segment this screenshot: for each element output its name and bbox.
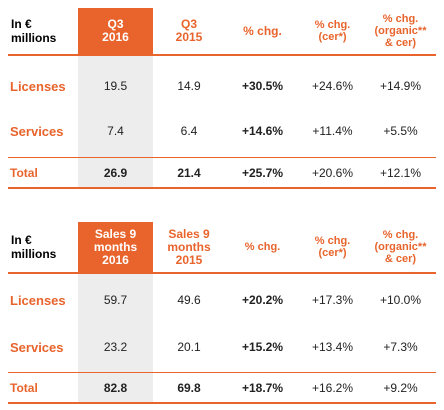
value-cell: +11.4% [312, 123, 353, 138]
row-label: Services [10, 339, 64, 355]
table-row-total: Total 26.9 21.4 +25.7% +20.6% +12.1% [8, 159, 436, 187]
header-divider [8, 54, 436, 56]
value-cell: 23.2 [103, 339, 128, 354]
column-header-pct-chg: % chg. [244, 241, 281, 253]
highlight-column [78, 272, 153, 402]
column-header-pct-chg-organic-cer: % chg. (organic** & cer) [374, 229, 427, 265]
value-cell: +14.9% [379, 78, 422, 93]
table-header-row: In € millions Q3 2016 Q3 2015 % chg. % c… [8, 8, 436, 54]
table-row: Services 23.2 20.1 +15.2% +13.4% +7.3% [8, 327, 436, 367]
row-label: Licenses [10, 78, 66, 94]
highlight-column [78, 54, 153, 188]
total-divider [8, 372, 436, 373]
column-header-sales-9-months-2015: Sales 9 months 2015 [167, 226, 211, 267]
value-cell: +10.0% [379, 292, 422, 307]
value-cell: +20.2% [241, 292, 284, 307]
column-header-sales-9-months-2016: Sales 9 months 2016 [78, 222, 153, 272]
value-cell: 69.8 [177, 380, 201, 395]
value-cell: 82.8 [103, 380, 128, 395]
column-header-pct-chg-cer: % chg. (cer*) [314, 235, 351, 259]
header-divider [8, 272, 436, 274]
value-cell: +5.5% [383, 123, 418, 138]
row-label: Total [10, 165, 38, 180]
bottom-divider [8, 187, 436, 189]
value-cell: +7.3% [383, 339, 418, 354]
table-header-row: In € millions Sales 9 months 2016 Sales … [8, 222, 436, 272]
table-row: Services 7.4 6.4 +14.6% +11.4% +5.5% [8, 111, 436, 151]
row-label: Services [10, 123, 64, 139]
column-header-pct-chg-organic-cer: % chg. (organic** & cer) [374, 13, 427, 49]
column-header-q3-2016: Q3 2016 [78, 8, 153, 54]
value-cell: +15.2% [241, 339, 284, 354]
column-header-pct-chg-cer: % chg. (cer*) [314, 19, 351, 43]
nine-month-sales-table: In € millions Sales 9 months 2016 Sales … [8, 222, 436, 404]
value-cell: +18.7% [241, 380, 284, 395]
value-cell: +20.6% [311, 165, 354, 180]
value-cell: +9.2% [383, 380, 418, 395]
bottom-divider [8, 402, 436, 404]
value-cell: +17.3% [311, 292, 354, 307]
value-cell: +14.6% [241, 123, 284, 138]
value-cell: +30.5% [241, 78, 284, 93]
row-label: Licenses [10, 292, 66, 308]
value-cell: 49.6 [177, 292, 201, 307]
value-cell: 7.4 [107, 123, 124, 138]
total-divider [8, 157, 436, 158]
row-label: Total [10, 380, 38, 395]
value-cell: +25.7% [241, 165, 284, 180]
value-cell: 19.5 [103, 78, 128, 93]
value-cell: +13.4% [311, 339, 354, 354]
column-header-q3-2015: Q3 2015 [175, 17, 203, 44]
value-cell: +24.6% [311, 78, 354, 93]
corner-label: In € millions [11, 17, 57, 45]
value-cell: 26.9 [103, 165, 128, 180]
value-cell: 59.7 [103, 292, 128, 307]
table-row: Licenses 59.7 49.6 +20.2% +17.3% +10.0% [8, 280, 436, 320]
table-row: Licenses 19.5 14.9 +30.5% +24.6% +14.9% [8, 66, 436, 106]
corner-label: In € millions [11, 233, 57, 261]
value-cell: 21.4 [177, 165, 201, 180]
column-header-pct-chg: % chg. [243, 23, 282, 38]
value-cell: 6.4 [180, 123, 198, 138]
value-cell: +16.2% [311, 380, 354, 395]
value-cell: +12.1% [379, 165, 422, 180]
value-cell: 14.9 [177, 78, 201, 93]
q3-sales-table: In € millions Q3 2016 Q3 2015 % chg. % c… [8, 8, 436, 189]
value-cell: 20.1 [177, 339, 201, 354]
table-row-total: Total 82.8 69.8 +18.7% +16.2% +9.2% [8, 374, 436, 402]
